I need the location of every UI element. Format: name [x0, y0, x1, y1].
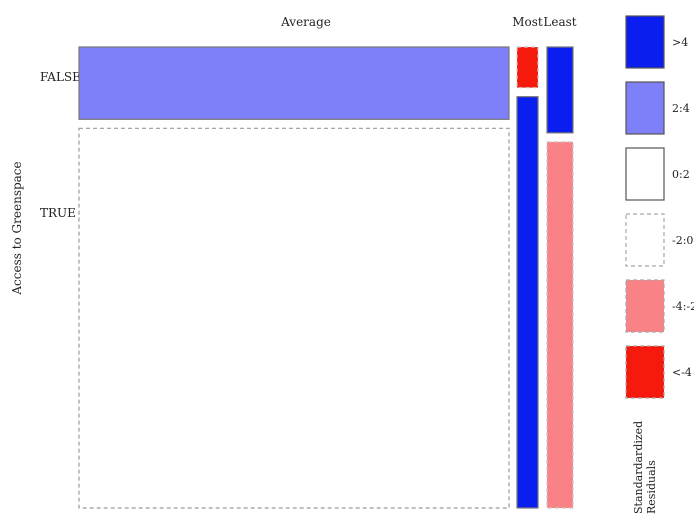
- tile-most-false: [516, 46, 539, 89]
- column-label-average: Average: [280, 15, 331, 29]
- legend-label-0: >4: [672, 36, 688, 49]
- legend-swatch-1: [625, 81, 665, 135]
- legend-label-2: 0:2: [672, 168, 690, 181]
- tile-least-true: [546, 141, 574, 509]
- legend-swatch-2: [625, 147, 665, 201]
- legend-title-line-0: Standardardized: [632, 421, 645, 514]
- legend-swatch-5: [625, 345, 665, 399]
- row-label-false: FALSE: [40, 70, 81, 84]
- tile-most-true: [516, 96, 539, 509]
- legend-swatch-0: [625, 15, 665, 69]
- column-label-least: Least: [543, 15, 576, 29]
- y-axis-title: Access to Greenspace: [10, 161, 24, 295]
- legend-swatch-4: [625, 279, 665, 333]
- tile-average-true: [78, 127, 510, 509]
- legend-label-1: 2:4: [672, 102, 690, 115]
- legend-label-3: -2:0: [672, 234, 693, 247]
- legend-swatch-3: [625, 213, 665, 267]
- legend-title: StandardardizedResiduals: [632, 421, 658, 514]
- legend-label-4: -4:-2: [672, 300, 694, 313]
- tile-least-false: [546, 46, 574, 134]
- column-label-most: Most: [512, 15, 543, 29]
- row-label-true: TRUE: [40, 206, 76, 220]
- tile-average-false: [78, 46, 510, 120]
- legend-label-5: <-4: [672, 366, 692, 379]
- legend-title-line-1: Residuals: [645, 460, 658, 514]
